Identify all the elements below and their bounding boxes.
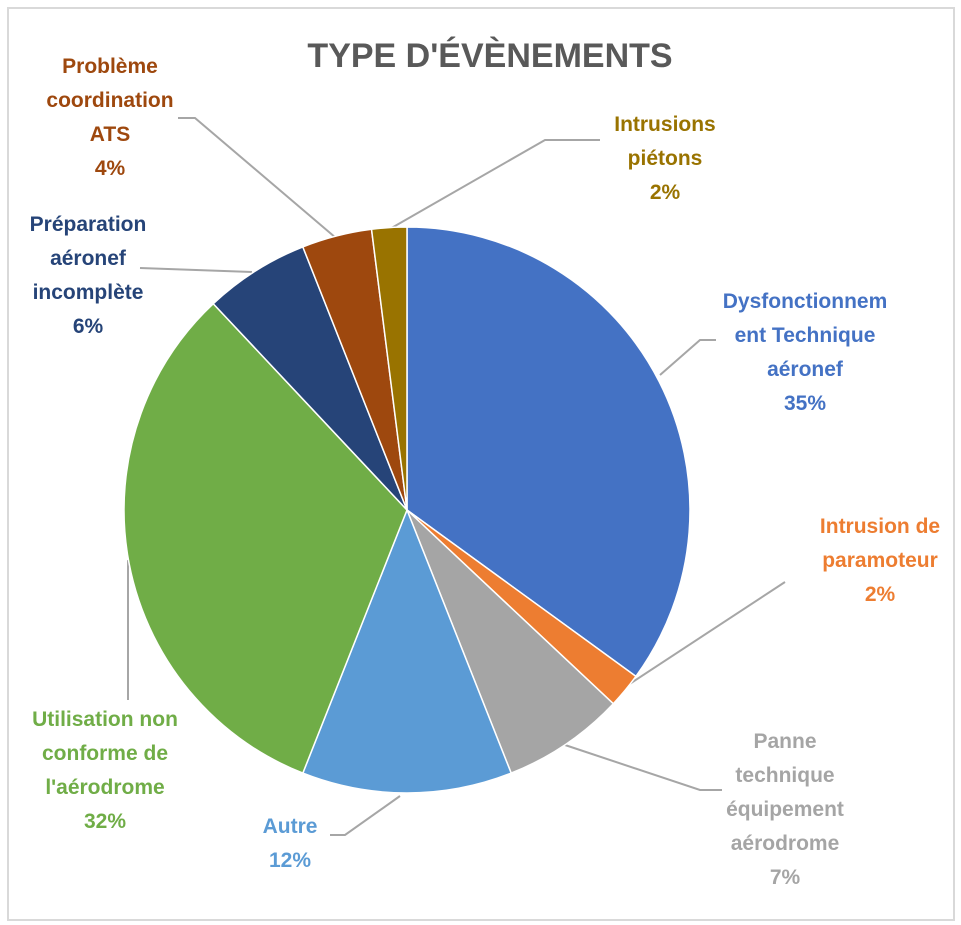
leader-lines xyxy=(127,117,786,836)
pie-slice xyxy=(370,226,408,511)
value-label: 2% xyxy=(864,583,896,606)
leader-line xyxy=(330,795,401,836)
value-label: 12% xyxy=(268,849,312,872)
pie-slice xyxy=(123,302,408,775)
category-label: Autre xyxy=(262,815,318,838)
leader-line xyxy=(627,581,786,686)
data-label: Intrusions piétons 2% xyxy=(600,108,730,210)
value-label: 2% xyxy=(649,181,681,204)
leader-line xyxy=(178,117,337,239)
category-label: Préparation aéronef incomplète xyxy=(29,213,147,304)
data-label: Dysfonctionnement Technique aéronef 35% xyxy=(719,285,891,421)
data-label: Intrusion de paramoteur 2% xyxy=(800,510,960,612)
data-label: Panne technique équipement aérodrome 7% xyxy=(710,725,860,895)
chart-title: TYPE D'ÉVÈNEMENTS xyxy=(307,37,672,75)
data-label: Autre 12% xyxy=(230,810,350,878)
category-label: Problème coordination ATS xyxy=(46,55,174,146)
category-label: Utilisation non conforme de l'aérodrome xyxy=(32,708,178,799)
category-label: Panne technique équipement aérodrome xyxy=(726,730,844,855)
data-label: Problème coordination ATS 4% xyxy=(25,50,195,186)
pie-slice xyxy=(406,509,615,775)
leader-line xyxy=(139,267,253,273)
value-label: 35% xyxy=(783,392,827,415)
leader-line xyxy=(659,339,716,376)
value-label: 6% xyxy=(72,315,104,338)
data-label: Utilisation non conforme de l'aérodrome 3… xyxy=(10,703,200,839)
pie-slice xyxy=(406,226,691,678)
data-label: Préparation aéronef incomplète 6% xyxy=(3,208,173,344)
leader-line xyxy=(564,744,722,791)
category-label: Intrusion de paramoteur xyxy=(819,515,941,572)
value-label: 7% xyxy=(769,866,801,889)
category-label: Dysfonctionnement Technique aéronef xyxy=(722,290,888,381)
value-label: 4% xyxy=(94,157,126,180)
category-label: Intrusions piétons xyxy=(614,113,716,170)
value-label: 32% xyxy=(83,810,127,833)
leader-line xyxy=(387,139,600,231)
pie-slice xyxy=(301,507,513,794)
chart-frame xyxy=(7,7,955,921)
